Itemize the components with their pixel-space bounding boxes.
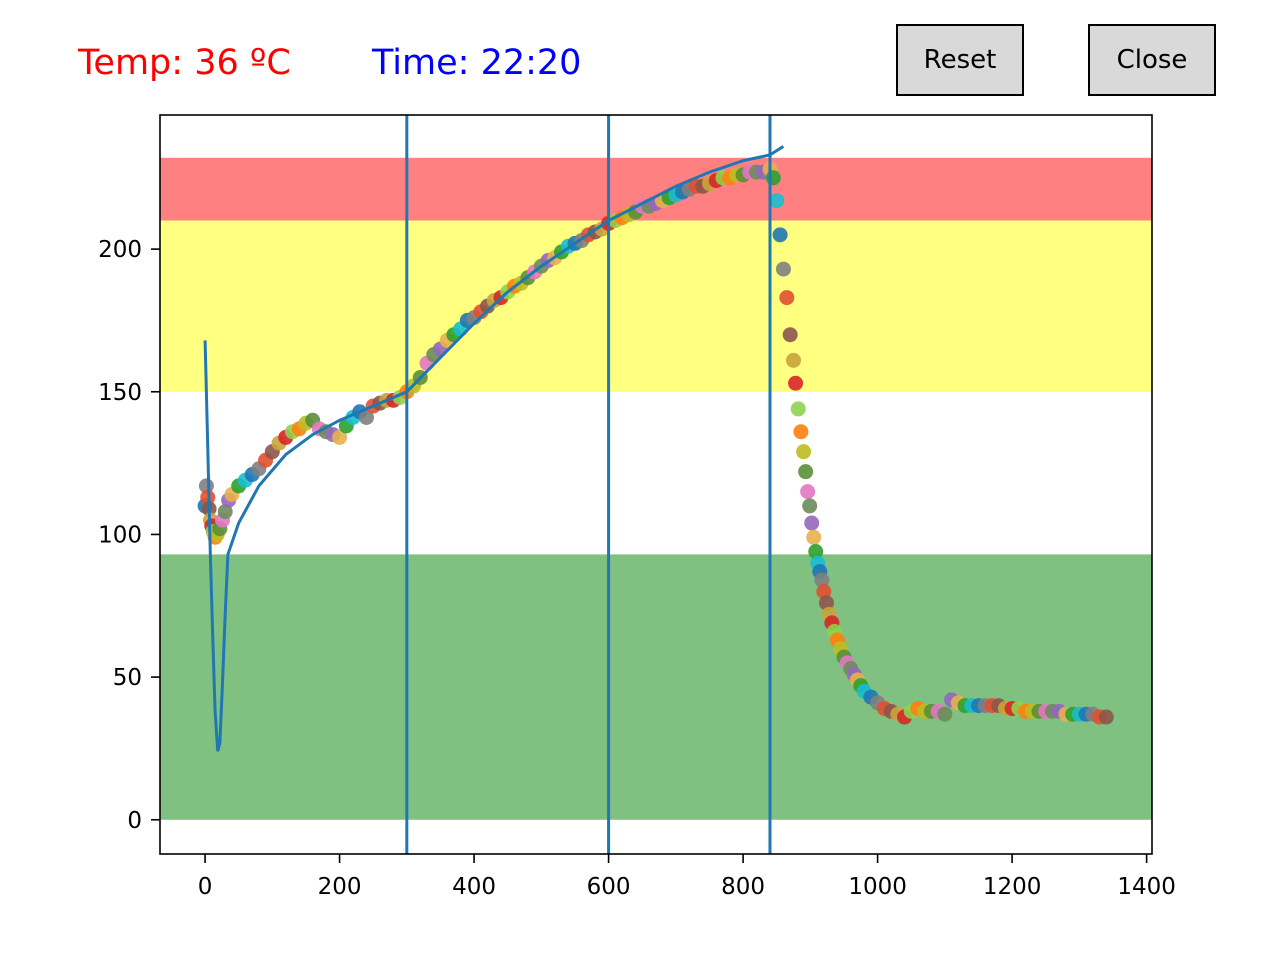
scatter-point [1098, 709, 1114, 725]
scatter-point [814, 572, 830, 588]
band-red [160, 157, 1152, 221]
y-tick-label: 200 [98, 237, 142, 263]
scatter-point [790, 401, 806, 417]
y-tick-label: 150 [98, 380, 142, 406]
y-tick-label: 50 [113, 665, 142, 691]
scatter-point [802, 498, 818, 514]
scatter-point [798, 464, 814, 480]
x-tick-label: 1000 [848, 874, 907, 900]
plot-frame [159, 114, 1153, 855]
scatter-point [775, 261, 791, 277]
x-tick-label: 1400 [1117, 874, 1176, 900]
scatter-point [358, 409, 374, 425]
band-yellow [160, 220, 1152, 392]
y-tick-label: 100 [98, 522, 142, 548]
time-readout: Time: 22:20 [372, 43, 582, 83]
x-tick-label: 800 [721, 874, 765, 900]
zone-bands [160, 157, 1152, 820]
scatter-point [782, 327, 798, 343]
scatter-point [800, 484, 816, 500]
overlay-lines [203, 115, 785, 854]
y-axis: 0 50 100 150 200 [98, 237, 160, 834]
scatter-point [816, 583, 832, 599]
scatter-point [788, 375, 804, 391]
band-green [160, 554, 1152, 820]
target-profile-line [203, 145, 785, 752]
reset-button[interactable]: Reset [896, 24, 1024, 96]
scatter-point [808, 544, 824, 560]
scatter-point [772, 227, 788, 243]
scatter-point [786, 352, 802, 368]
scatter-point [769, 193, 785, 209]
x-tick-label: 400 [452, 874, 496, 900]
scatter-point [804, 515, 820, 531]
y-tick-label: 0 [127, 808, 142, 834]
scatter-point [765, 170, 781, 186]
scatter-point [332, 429, 348, 445]
scatter-point [793, 424, 809, 440]
x-tick-label: 200 [318, 874, 362, 900]
scatter-point [217, 504, 233, 520]
x-tick-label: 600 [587, 874, 631, 900]
scatter-point [937, 706, 953, 722]
scatter-point [796, 444, 812, 460]
x-tick-label: 1200 [983, 874, 1042, 900]
x-axis: 0 200 400 600 800 1000 1200 1400 [198, 854, 1176, 900]
scatter-point [818, 595, 834, 611]
scatter-point [806, 529, 822, 545]
scatter-point [779, 290, 795, 306]
x-tick-label: 0 [198, 874, 213, 900]
close-button[interactable]: Close [1088, 24, 1216, 96]
temperature-readout: Temp: 36 ºC [78, 43, 291, 83]
